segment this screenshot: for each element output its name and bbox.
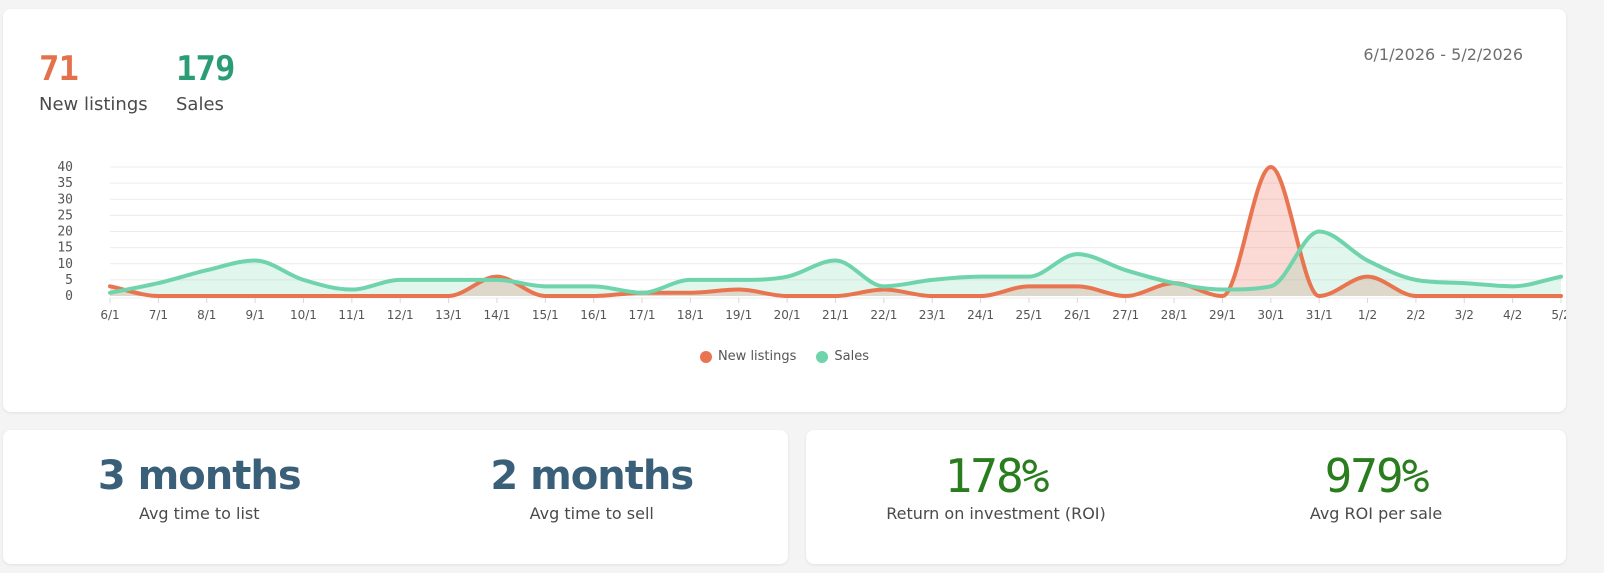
svg-text:0: 0 bbox=[65, 289, 73, 304]
series-area-new-listings bbox=[110, 167, 1561, 296]
avg-time-to-list-stat: 3 months Avg time to list bbox=[3, 450, 396, 523]
svg-text:20: 20 bbox=[57, 225, 73, 240]
svg-text:30: 30 bbox=[57, 192, 73, 207]
svg-text:12/1: 12/1 bbox=[387, 308, 414, 322]
svg-text:10/1: 10/1 bbox=[290, 308, 317, 322]
roi-stats-card: 178% Return on investment (ROI) 979% Avg… bbox=[806, 430, 1566, 564]
svg-text:22/1: 22/1 bbox=[870, 308, 897, 322]
legend-label: Sales bbox=[834, 349, 870, 364]
time-stats-card: 3 months Avg time to list 2 months Avg t… bbox=[3, 430, 788, 564]
new-listings-dot-icon bbox=[699, 350, 712, 363]
svg-text:16/1: 16/1 bbox=[580, 308, 607, 322]
legend-item-new-listings[interactable]: New listings bbox=[699, 349, 797, 364]
svg-text:7/1: 7/1 bbox=[149, 308, 168, 322]
svg-text:5/2: 5/2 bbox=[1551, 308, 1566, 322]
avg-time-to-sell-stat: 2 months Avg time to sell bbox=[396, 450, 789, 523]
svg-text:15: 15 bbox=[57, 241, 73, 256]
x-axis: 6/1 7/1 8/1 9/1 10/1 11/1 12/1 13/1 14/1 15/1 16/1… bbox=[100, 298, 1566, 322]
legend-item-sales[interactable]: Sales bbox=[816, 349, 869, 364]
avg-roi-per-sale-stat: 979% Avg ROI per sale bbox=[1186, 450, 1566, 523]
roi-stat: 178% Return on investment (ROI) bbox=[806, 450, 1186, 523]
svg-text:15/1: 15/1 bbox=[532, 308, 559, 322]
stat-label: Return on investment (ROI) bbox=[886, 504, 1106, 523]
stat-label: Avg time to list bbox=[138, 504, 260, 523]
stat-value: 3 months bbox=[97, 453, 302, 499]
series-line-new-listings[interactable] bbox=[108, 165, 1563, 298]
svg-text:6/1: 6/1 bbox=[100, 308, 119, 322]
svg-text:8/1: 8/1 bbox=[197, 308, 216, 322]
svg-text:29/1: 29/1 bbox=[1209, 308, 1236, 322]
listings-sales-chart-card: 71 New listings 179 Sales 6/1/2026 - 5/2… bbox=[3, 9, 1566, 412]
stat-value: 2 months bbox=[490, 453, 694, 499]
svg-text:23/1: 23/1 bbox=[919, 308, 946, 322]
svg-text:26/1: 26/1 bbox=[1064, 308, 1091, 322]
svg-text:11/1: 11/1 bbox=[338, 308, 365, 322]
svg-text:27/1: 27/1 bbox=[1112, 308, 1139, 322]
svg-text:21/1: 21/1 bbox=[822, 308, 849, 322]
svg-text:14/1: 14/1 bbox=[483, 308, 510, 322]
svg-text:19/1: 19/1 bbox=[725, 308, 752, 322]
svg-text:17/1: 17/1 bbox=[629, 308, 656, 322]
svg-text:24/1: 24/1 bbox=[967, 308, 994, 322]
stat-label: Avg time to sell bbox=[529, 504, 654, 523]
svg-text:18/1: 18/1 bbox=[677, 308, 704, 322]
svg-text:40: 40 bbox=[57, 160, 73, 175]
sales-label: Sales bbox=[176, 94, 224, 115]
svg-text:25: 25 bbox=[57, 208, 73, 223]
svg-text:28/1: 28/1 bbox=[1161, 308, 1188, 322]
svg-text:13/1: 13/1 bbox=[435, 308, 462, 322]
svg-text:3/2: 3/2 bbox=[1455, 308, 1474, 322]
svg-text:30/1: 30/1 bbox=[1257, 308, 1284, 322]
chart-gridlines bbox=[110, 166, 1563, 299]
sales-dot-icon bbox=[816, 350, 829, 363]
new-listings-kpi: 71 New listings bbox=[39, 49, 148, 117]
chart-series bbox=[108, 165, 1563, 298]
svg-text:25/1: 25/1 bbox=[1015, 308, 1042, 322]
legend-label: New listings bbox=[717, 349, 797, 364]
svg-text:35: 35 bbox=[57, 176, 73, 191]
svg-text:10: 10 bbox=[57, 257, 73, 272]
svg-text:1/2: 1/2 bbox=[1358, 308, 1377, 322]
svg-text:31/1: 31/1 bbox=[1306, 308, 1333, 322]
svg-text:9/1: 9/1 bbox=[245, 308, 264, 322]
chart-legend: New listings Sales bbox=[3, 349, 1566, 364]
stat-label: Avg ROI per sale bbox=[1309, 504, 1443, 523]
svg-text:20/1: 20/1 bbox=[774, 308, 801, 322]
sales-count: 179 bbox=[176, 49, 235, 89]
stat-value: 979% bbox=[1324, 449, 1430, 503]
new-listings-count: 71 bbox=[39, 49, 79, 89]
series-line-sales[interactable] bbox=[108, 229, 1563, 295]
svg-text:5: 5 bbox=[65, 273, 73, 288]
sales-kpi: 179 Sales bbox=[176, 49, 235, 117]
svg-text:2/2: 2/2 bbox=[1406, 308, 1425, 322]
date-range[interactable]: 6/1/2026 - 5/2/2026 bbox=[1363, 45, 1523, 64]
stat-value: 178% bbox=[944, 449, 1050, 503]
new-listings-label: New listings bbox=[39, 94, 148, 115]
svg-text:4/2: 4/2 bbox=[1503, 308, 1522, 322]
